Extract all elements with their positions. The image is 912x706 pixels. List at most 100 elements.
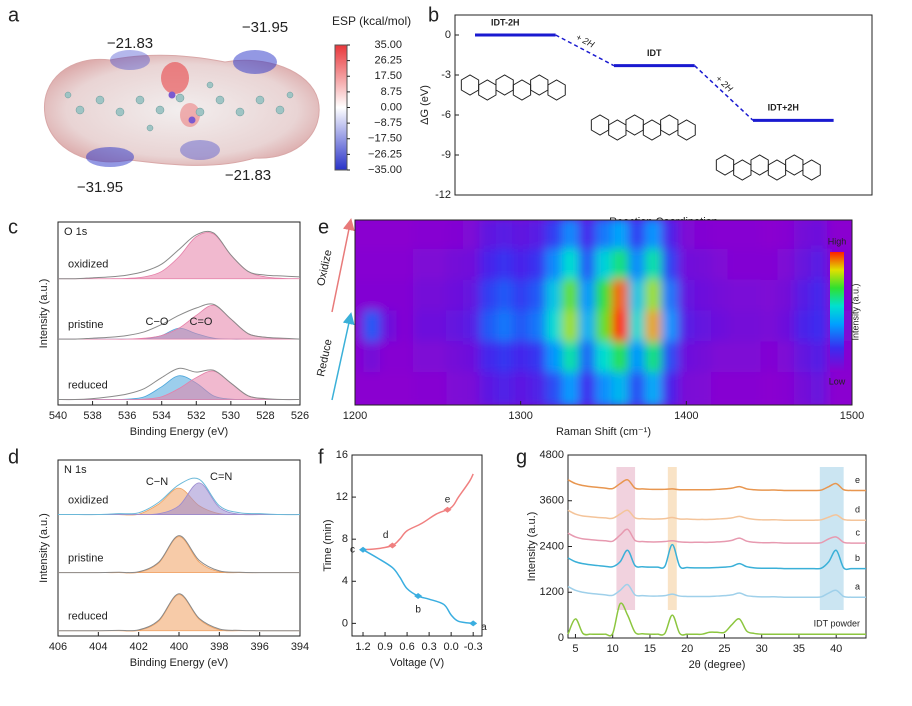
heat-cell: [678, 248, 696, 284]
spectrum-line: [58, 535, 300, 574]
point-marker: [443, 506, 452, 513]
heat-cell: [661, 372, 679, 405]
heat-cell: [711, 220, 729, 253]
heat-cell: [379, 220, 397, 253]
heat-cell: [379, 279, 397, 315]
y-tick-label: 12: [336, 491, 348, 503]
heat-cell: [611, 341, 629, 377]
heat-cell: [363, 248, 381, 284]
heat-cell: [810, 248, 828, 284]
peak-label: C=O: [190, 316, 213, 328]
heat-cell: [595, 372, 613, 405]
heat-cell: [628, 372, 646, 405]
panel-letter: g: [516, 446, 527, 468]
y-tick-label: 4: [342, 575, 348, 587]
heat-cell: [379, 248, 397, 284]
heat-cell: [843, 372, 852, 405]
heat-cell: [644, 248, 662, 284]
heat-cell: [611, 372, 629, 405]
heat-cell: [711, 341, 729, 377]
heat-cell: [744, 310, 762, 346]
heat-cell: [810, 341, 828, 377]
panel-letter: b: [428, 4, 439, 26]
heat-cell: [678, 310, 696, 346]
point-label: a: [481, 622, 487, 633]
heat-cell: [727, 220, 745, 253]
y-tick-label: -9: [441, 149, 451, 161]
heat-cell: [727, 279, 745, 315]
esp-annotation: −31.95: [77, 179, 123, 196]
x-tick-label: 534: [153, 410, 171, 422]
spectrum-line: [57, 230, 301, 280]
x-tick-label: 1300: [508, 410, 532, 422]
y-tick-label: 4800: [540, 449, 564, 461]
heat-cell: [545, 372, 563, 405]
heat-cell: [810, 310, 828, 346]
series-line: [362, 473, 474, 551]
y-tick-label: 0: [558, 632, 564, 644]
x-tick-label: 538: [83, 410, 101, 422]
molecule-ring: [530, 74, 549, 96]
heat-cell: [711, 310, 729, 346]
heat-cell: [595, 220, 613, 253]
direction-label: Reduce: [315, 338, 335, 378]
colorbar-tick-label: 8.75: [381, 86, 402, 98]
colorbar-low: Low: [829, 376, 846, 386]
heat-cell: [744, 220, 762, 253]
point-label: e: [445, 494, 451, 505]
heat-cell: [628, 220, 646, 253]
heat-cell: [528, 341, 547, 377]
heat-cell: [446, 341, 464, 377]
heat-cell: [678, 220, 696, 253]
heat-cell: [727, 372, 745, 405]
plot-frame: [354, 219, 853, 406]
spectrum-line: [57, 367, 301, 401]
y-tick-label: 1200: [540, 586, 564, 598]
x-tick-label: 35: [793, 643, 805, 655]
heat-cell: [396, 310, 414, 346]
heat-cell: [396, 341, 414, 377]
x-axis-label: Binding Energy (eV): [130, 426, 228, 438]
trace-label: pristine: [68, 319, 103, 331]
heat-cell: [429, 310, 447, 346]
plot-frame: [351, 454, 483, 637]
heat-cell: [843, 310, 852, 346]
series-line: [567, 528, 866, 544]
heat-cell: [760, 248, 778, 284]
point-label: d: [383, 530, 389, 541]
point-marker: [388, 542, 397, 549]
series-label: a: [855, 582, 860, 592]
trace-label: pristine: [68, 553, 103, 565]
heat-cell: [827, 220, 845, 253]
colorbar: [830, 252, 844, 372]
direction-arrow: [331, 218, 355, 313]
x-tick-label: 530: [222, 410, 240, 422]
x-axis-label: 2θ (degree): [689, 659, 746, 671]
x-tick-label: 0.3: [421, 641, 436, 653]
heat-cell: [363, 279, 381, 315]
plot-frame: [454, 14, 873, 196]
heat-cell: [711, 279, 729, 315]
heat-cell: [777, 372, 795, 405]
heat-cell: [694, 372, 712, 405]
y-tick-label: 2400: [540, 540, 564, 552]
heat-cell: [412, 372, 431, 405]
heat-cell: [843, 248, 852, 284]
trace-label: oxidized: [68, 494, 108, 506]
x-tick-label: 526: [291, 410, 309, 422]
x-tick-label: 0.9: [377, 641, 392, 653]
series-line: [567, 583, 866, 599]
heat-cell: [810, 220, 828, 253]
heat-cell: [429, 220, 447, 253]
heat-cell: [727, 310, 745, 346]
heat-cell: [760, 310, 778, 346]
heat-cell: [363, 220, 381, 253]
heat-cell: [694, 248, 712, 284]
heat-cell: [760, 341, 778, 377]
molecule-ring: [767, 159, 787, 181]
molecule-ring: [802, 159, 821, 181]
heatmap-cells: [355, 220, 852, 405]
heat-cell: [462, 248, 480, 284]
heat-cell: [694, 310, 712, 346]
